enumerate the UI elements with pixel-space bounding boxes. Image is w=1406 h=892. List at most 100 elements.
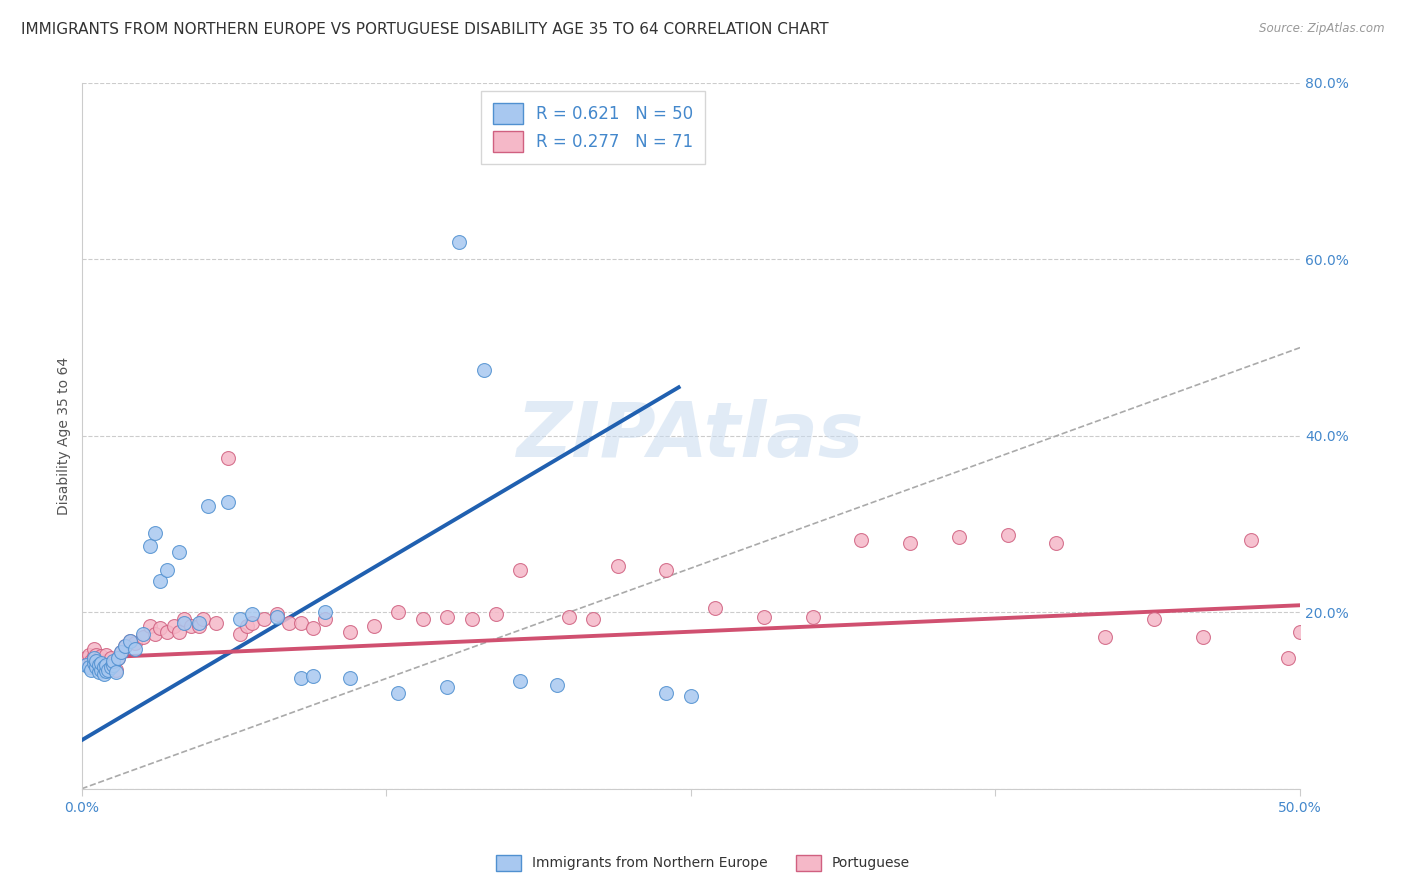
- Point: [290, 672, 312, 686]
- Point: [1094, 630, 1116, 644]
- Point: [412, 612, 434, 626]
- Point: [93, 660, 115, 674]
- Point: [236, 618, 259, 632]
- Legend: Immigrants from Northern Europe, Portuguese: Immigrants from Northern Europe, Portugu…: [491, 849, 915, 876]
- Point: [83, 657, 105, 671]
- Point: [582, 612, 605, 626]
- Point: [110, 645, 132, 659]
- Point: [131, 630, 153, 644]
- Point: [266, 607, 288, 621]
- Point: [156, 624, 179, 639]
- Point: [472, 362, 495, 376]
- Point: [114, 639, 136, 653]
- Point: [139, 618, 162, 632]
- Point: [76, 651, 98, 665]
- Point: [752, 609, 775, 624]
- Point: [114, 639, 136, 653]
- Point: [87, 658, 110, 673]
- Point: [143, 627, 166, 641]
- Point: [387, 686, 409, 700]
- Point: [290, 615, 312, 630]
- Point: [509, 563, 531, 577]
- Point: [314, 612, 336, 626]
- Point: [84, 654, 107, 668]
- Point: [93, 660, 115, 674]
- Point: [217, 495, 239, 509]
- Point: [173, 612, 195, 626]
- Point: [655, 563, 678, 577]
- Point: [180, 618, 202, 632]
- Point: [704, 600, 727, 615]
- Point: [229, 627, 252, 641]
- Point: [277, 615, 299, 630]
- Point: [173, 615, 195, 630]
- Point: [229, 612, 252, 626]
- Point: [87, 651, 110, 665]
- Point: [851, 533, 873, 547]
- Point: [83, 651, 105, 665]
- Point: [103, 658, 125, 673]
- Point: [948, 530, 970, 544]
- Point: [266, 609, 288, 624]
- Point: [363, 618, 385, 632]
- Point: [107, 651, 129, 665]
- Point: [1143, 612, 1166, 626]
- Point: [100, 651, 122, 665]
- Point: [83, 642, 105, 657]
- Point: [156, 563, 179, 577]
- Point: [97, 663, 120, 677]
- Point: [240, 615, 263, 630]
- Text: IMMIGRANTS FROM NORTHERN EUROPE VS PORTUGUESE DISABILITY AGE 35 TO 64 CORRELATIO: IMMIGRANTS FROM NORTHERN EUROPE VS PORTU…: [21, 22, 828, 37]
- Legend: R = 0.621   N = 50, R = 0.277   N = 71: R = 0.621 N = 50, R = 0.277 N = 71: [481, 91, 706, 164]
- Point: [131, 627, 153, 641]
- Point: [97, 658, 120, 673]
- Point: [1191, 630, 1213, 644]
- Point: [90, 663, 112, 677]
- Point: [217, 450, 239, 465]
- Point: [898, 536, 921, 550]
- Point: [193, 612, 215, 626]
- Point: [107, 651, 129, 665]
- Point: [103, 657, 125, 671]
- Point: [104, 665, 127, 680]
- Point: [449, 235, 471, 249]
- Point: [187, 615, 209, 630]
- Point: [120, 633, 142, 648]
- Point: [509, 674, 531, 689]
- Point: [104, 663, 127, 677]
- Point: [87, 658, 110, 673]
- Text: Source: ZipAtlas.com: Source: ZipAtlas.com: [1260, 22, 1385, 36]
- Point: [84, 660, 107, 674]
- Point: [302, 669, 325, 683]
- Point: [314, 605, 336, 619]
- Point: [94, 654, 117, 668]
- Point: [1289, 624, 1312, 639]
- Point: [1045, 536, 1067, 550]
- Text: ZIPAtlas: ZIPAtlas: [517, 399, 865, 473]
- Point: [339, 624, 361, 639]
- Point: [83, 649, 105, 664]
- Point: [94, 658, 117, 673]
- Point: [90, 649, 112, 664]
- Point: [124, 642, 146, 657]
- Point: [558, 609, 581, 624]
- Point: [94, 665, 117, 679]
- Point: [124, 636, 146, 650]
- Point: [1240, 533, 1263, 547]
- Point: [240, 607, 263, 621]
- Point: [80, 654, 103, 668]
- Point: [387, 605, 409, 619]
- Point: [436, 609, 458, 624]
- Point: [606, 559, 628, 574]
- Point: [997, 527, 1019, 541]
- Point: [339, 672, 361, 686]
- Point: [187, 618, 209, 632]
- Point: [94, 648, 117, 662]
- Point: [87, 665, 110, 680]
- Point: [139, 539, 162, 553]
- Point: [163, 618, 186, 632]
- Point: [143, 525, 166, 540]
- Point: [655, 686, 678, 700]
- Point: [197, 500, 219, 514]
- Point: [167, 545, 190, 559]
